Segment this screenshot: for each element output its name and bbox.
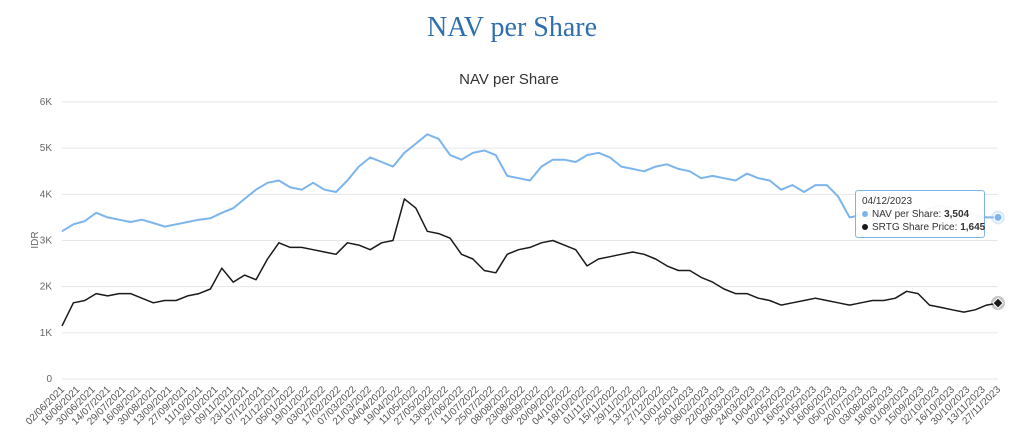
nav-legend-dot-icon	[862, 211, 868, 218]
nav-end-point[interactable]	[993, 212, 1003, 222]
hover-tooltip: 04/12/2023 NAV per Share: 3,504 SRTG Sha…	[855, 190, 985, 238]
y-tick-label: 6K	[40, 97, 53, 108]
chart-title: NAV per Share	[459, 71, 559, 88]
y-tick-label: 1K	[40, 328, 53, 339]
end-markers[interactable]	[991, 210, 1005, 311]
tooltip-nav-label: NAV per Share:	[872, 209, 942, 220]
y-axis-label: IDR	[30, 231, 41, 248]
tooltip-nav-row: NAV per Share: 3,504	[862, 208, 978, 221]
price-end-point[interactable]	[992, 297, 1004, 309]
y-tick-label: 3K	[40, 236, 53, 247]
price-series-line	[61, 198, 999, 327]
y-tick-label: 2K	[40, 282, 53, 293]
price-legend-dot-icon	[862, 224, 868, 231]
y-tick-label: 4K	[40, 189, 53, 200]
tooltip-price-row: SRTG Share Price: 1,645	[862, 221, 985, 234]
x-axis-ticks: 02/06/202116/06/202130/06/202114/07/2021…	[24, 384, 1003, 427]
y-tick-label: 5K	[40, 143, 53, 154]
y-tick-label: 0	[46, 374, 52, 385]
y-axis-ticks: 0 1K 2K 3K 4K 5K 6K	[40, 97, 53, 385]
page-title: NAV per Share	[426, 12, 598, 43]
nav-series-line	[61, 133, 998, 233]
tooltip-date: 04/12/2023	[862, 196, 913, 207]
tooltip-price-value: 1,645	[960, 222, 986, 233]
tooltip-price-label: SRTG Share Price:	[872, 222, 958, 233]
tooltip-nav-value: 3,504	[944, 209, 970, 220]
gridlines	[62, 101, 998, 380]
series-layer	[61, 133, 999, 327]
